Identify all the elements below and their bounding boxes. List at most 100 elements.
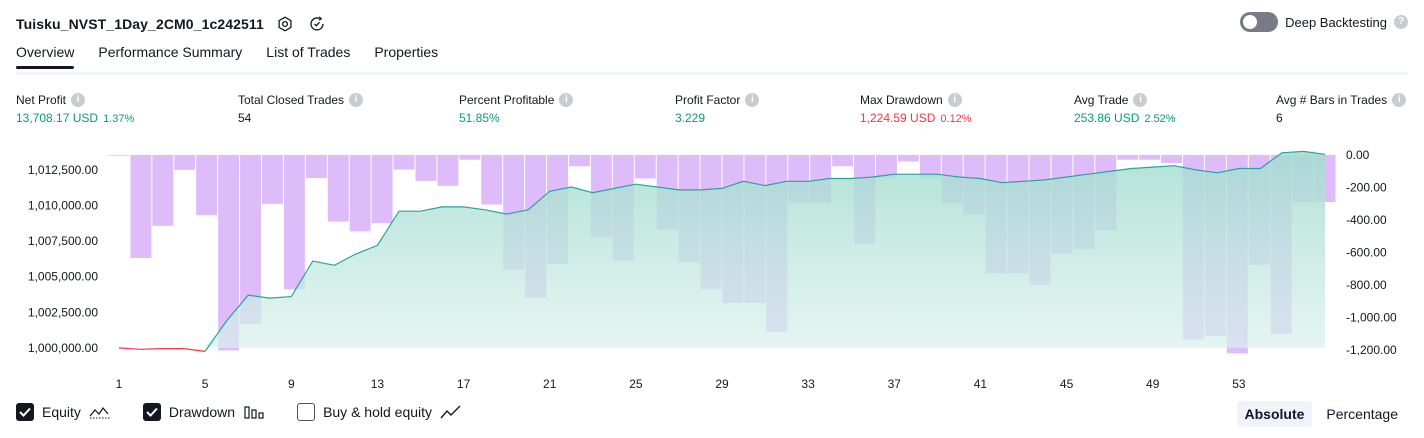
equity-line-loss [118, 347, 206, 352]
drawdown-bar [393, 154, 415, 170]
right-axis-tick-label: -600.00 [1346, 246, 1387, 260]
drawdown-bar [196, 154, 218, 216]
drawdown-bar [371, 154, 393, 224]
info-icon[interactable]: i [1392, 93, 1407, 107]
left-axis-tick-label: 1,010,000.00 [28, 199, 98, 213]
metric-value: 51.85% [459, 111, 500, 125]
right-axis-tick-label: -400.00 [1346, 213, 1387, 227]
metric-avg-bars-in-trades: Avg # Bars in Trades i 6 [1276, 93, 1407, 125]
drawdown-bar [108, 154, 130, 156]
equity-checkbox[interactable] [16, 403, 34, 421]
equity-area [205, 151, 1326, 348]
drawdown-bar [897, 154, 919, 162]
metric-total-closed-trades: Total Closed Trades i 54 [238, 93, 364, 125]
metric-label: Max Drawdown [860, 93, 943, 107]
buy-hold-line-icon [440, 405, 461, 419]
left-axis-tick-label: 1,005,000.00 [28, 270, 98, 284]
strategy-title: Tuisku_NVST_1Day_2CM0_1c242511 [16, 16, 264, 32]
legend-buy-hold[interactable]: Buy & hold equity [297, 403, 462, 421]
drawdown-bar [305, 154, 327, 178]
info-icon[interactable]: i [1133, 93, 1148, 107]
drawdown-bar [283, 154, 305, 290]
x-axis-tick-label: 17 [457, 377, 471, 390]
drawdown-bar [634, 154, 656, 179]
metric-value: 1,224.59 USD [860, 111, 936, 125]
metric-label: Avg Trade [1074, 93, 1129, 107]
drawdown-bar [327, 154, 349, 222]
metric-label: Total Closed Trades [238, 93, 345, 107]
right-axis-tick-label: -1,200.00 [1346, 343, 1397, 357]
drawdown-bar [459, 154, 481, 160]
x-axis-tick-label: 21 [543, 377, 557, 390]
x-axis-tick-label: 29 [715, 377, 729, 390]
drawdown-bar [437, 154, 459, 186]
replay-clock-icon[interactable] [306, 13, 328, 35]
mode-absolute[interactable]: Absolute [1236, 401, 1313, 427]
drawdown-bar [349, 154, 371, 232]
metric-percent: 0.12% [940, 113, 972, 125]
deep-backtesting-toggle[interactable] [1240, 12, 1279, 32]
right-axis-tick-label: -800.00 [1346, 278, 1387, 292]
left-axis-tick-label: 1,012,500.00 [28, 163, 98, 177]
buy-hold-checkbox[interactable] [297, 403, 316, 421]
legend-label: Buy & hold equity [323, 404, 433, 420]
x-axis-tick-label: 5 [202, 377, 209, 390]
metric-value: 13,708.17 USD [16, 111, 99, 125]
left-axis: 1,000,000.00 1,002,500.00 1,005,000.00 1,00… [28, 163, 98, 355]
info-icon[interactable]: i [947, 93, 962, 107]
legend-drawdown[interactable]: Drawdown [142, 403, 265, 421]
x-axis-tick-label: 49 [1146, 377, 1160, 390]
strategy-header: Tuisku_NVST_1Day_2CM0_1c242511 [16, 10, 328, 38]
x-axis-tick-label: 33 [801, 377, 815, 390]
toggle-knob [1243, 15, 1258, 29]
deep-backtesting-label: Deep Backtesting [1285, 14, 1387, 30]
metric-avg-trade: Avg Trade i 253.86 USD 2.52% [1074, 93, 1176, 125]
legend-label: Drawdown [168, 404, 236, 420]
check-icon [19, 407, 31, 417]
mode-percentage[interactable]: Percentage [1326, 406, 1398, 422]
x-axis-tick-label: 25 [629, 377, 643, 390]
drawdown-bar [1161, 154, 1182, 164]
right-axis-tick-label: -200.00 [1346, 180, 1387, 194]
right-axis-tick-label: -1,000.00 [1346, 311, 1397, 325]
help-icon[interactable]: ? [1394, 15, 1408, 29]
metric-value: 6 [1276, 111, 1283, 125]
drawdown-checkbox[interactable] [142, 403, 161, 421]
drawdown-bar [130, 154, 152, 259]
metric-label: Net Profit [16, 93, 67, 107]
right-axis-tick-label: 0.00 [1346, 148, 1370, 162]
drawdown-bar [919, 154, 941, 178]
check-icon [146, 407, 158, 417]
info-icon[interactable]: i [559, 93, 574, 107]
x-axis-tick-label: 53 [1232, 377, 1246, 390]
metric-percent-profitable: Percent Profitable i 51.85% [459, 93, 574, 125]
x-axis-tick-label: 1 [116, 377, 123, 390]
equity-line-icon [89, 406, 110, 419]
tab-list-of-trades[interactable]: List of Trades [266, 44, 351, 60]
drawdown-bars-icon [244, 406, 264, 419]
tab-performance-summary[interactable]: Performance Summary [98, 44, 243, 60]
metric-percent: 2.52% [1144, 113, 1176, 125]
info-icon[interactable]: i [71, 93, 86, 107]
metric-value: 253.86 USD [1074, 111, 1140, 125]
metric-label: Avg # Bars in Trades [1276, 93, 1388, 107]
legend-label: Equity [42, 404, 81, 420]
deep-backtesting: Deep Backtesting ? [1240, 12, 1408, 32]
x-axis-tick-label: 9 [288, 377, 295, 390]
metric-value: 54 [238, 111, 252, 125]
info-icon[interactable]: i [349, 93, 364, 107]
settings-gear-icon[interactable] [274, 13, 296, 35]
equity-line-profit [204, 150, 1326, 352]
drawdown-bar [1117, 154, 1139, 160]
tabs-divider [16, 72, 1408, 75]
equity-drawdown-chart[interactable]: 1,000,000.00 1,002,500.00 1,005,000.00 1,00… [0, 140, 1424, 390]
drawdown-bar [240, 154, 261, 325]
equity-series [118, 150, 1326, 352]
tab-properties[interactable]: Properties [374, 44, 439, 60]
tab-overview[interactable]: Overview [16, 44, 75, 69]
drawdown-bar [876, 154, 897, 178]
legend-equity[interactable]: Equity [16, 403, 111, 421]
drawdown-bar [481, 154, 503, 205]
info-icon[interactable]: i [745, 93, 760, 107]
metric-label: Profit Factor [675, 93, 741, 107]
